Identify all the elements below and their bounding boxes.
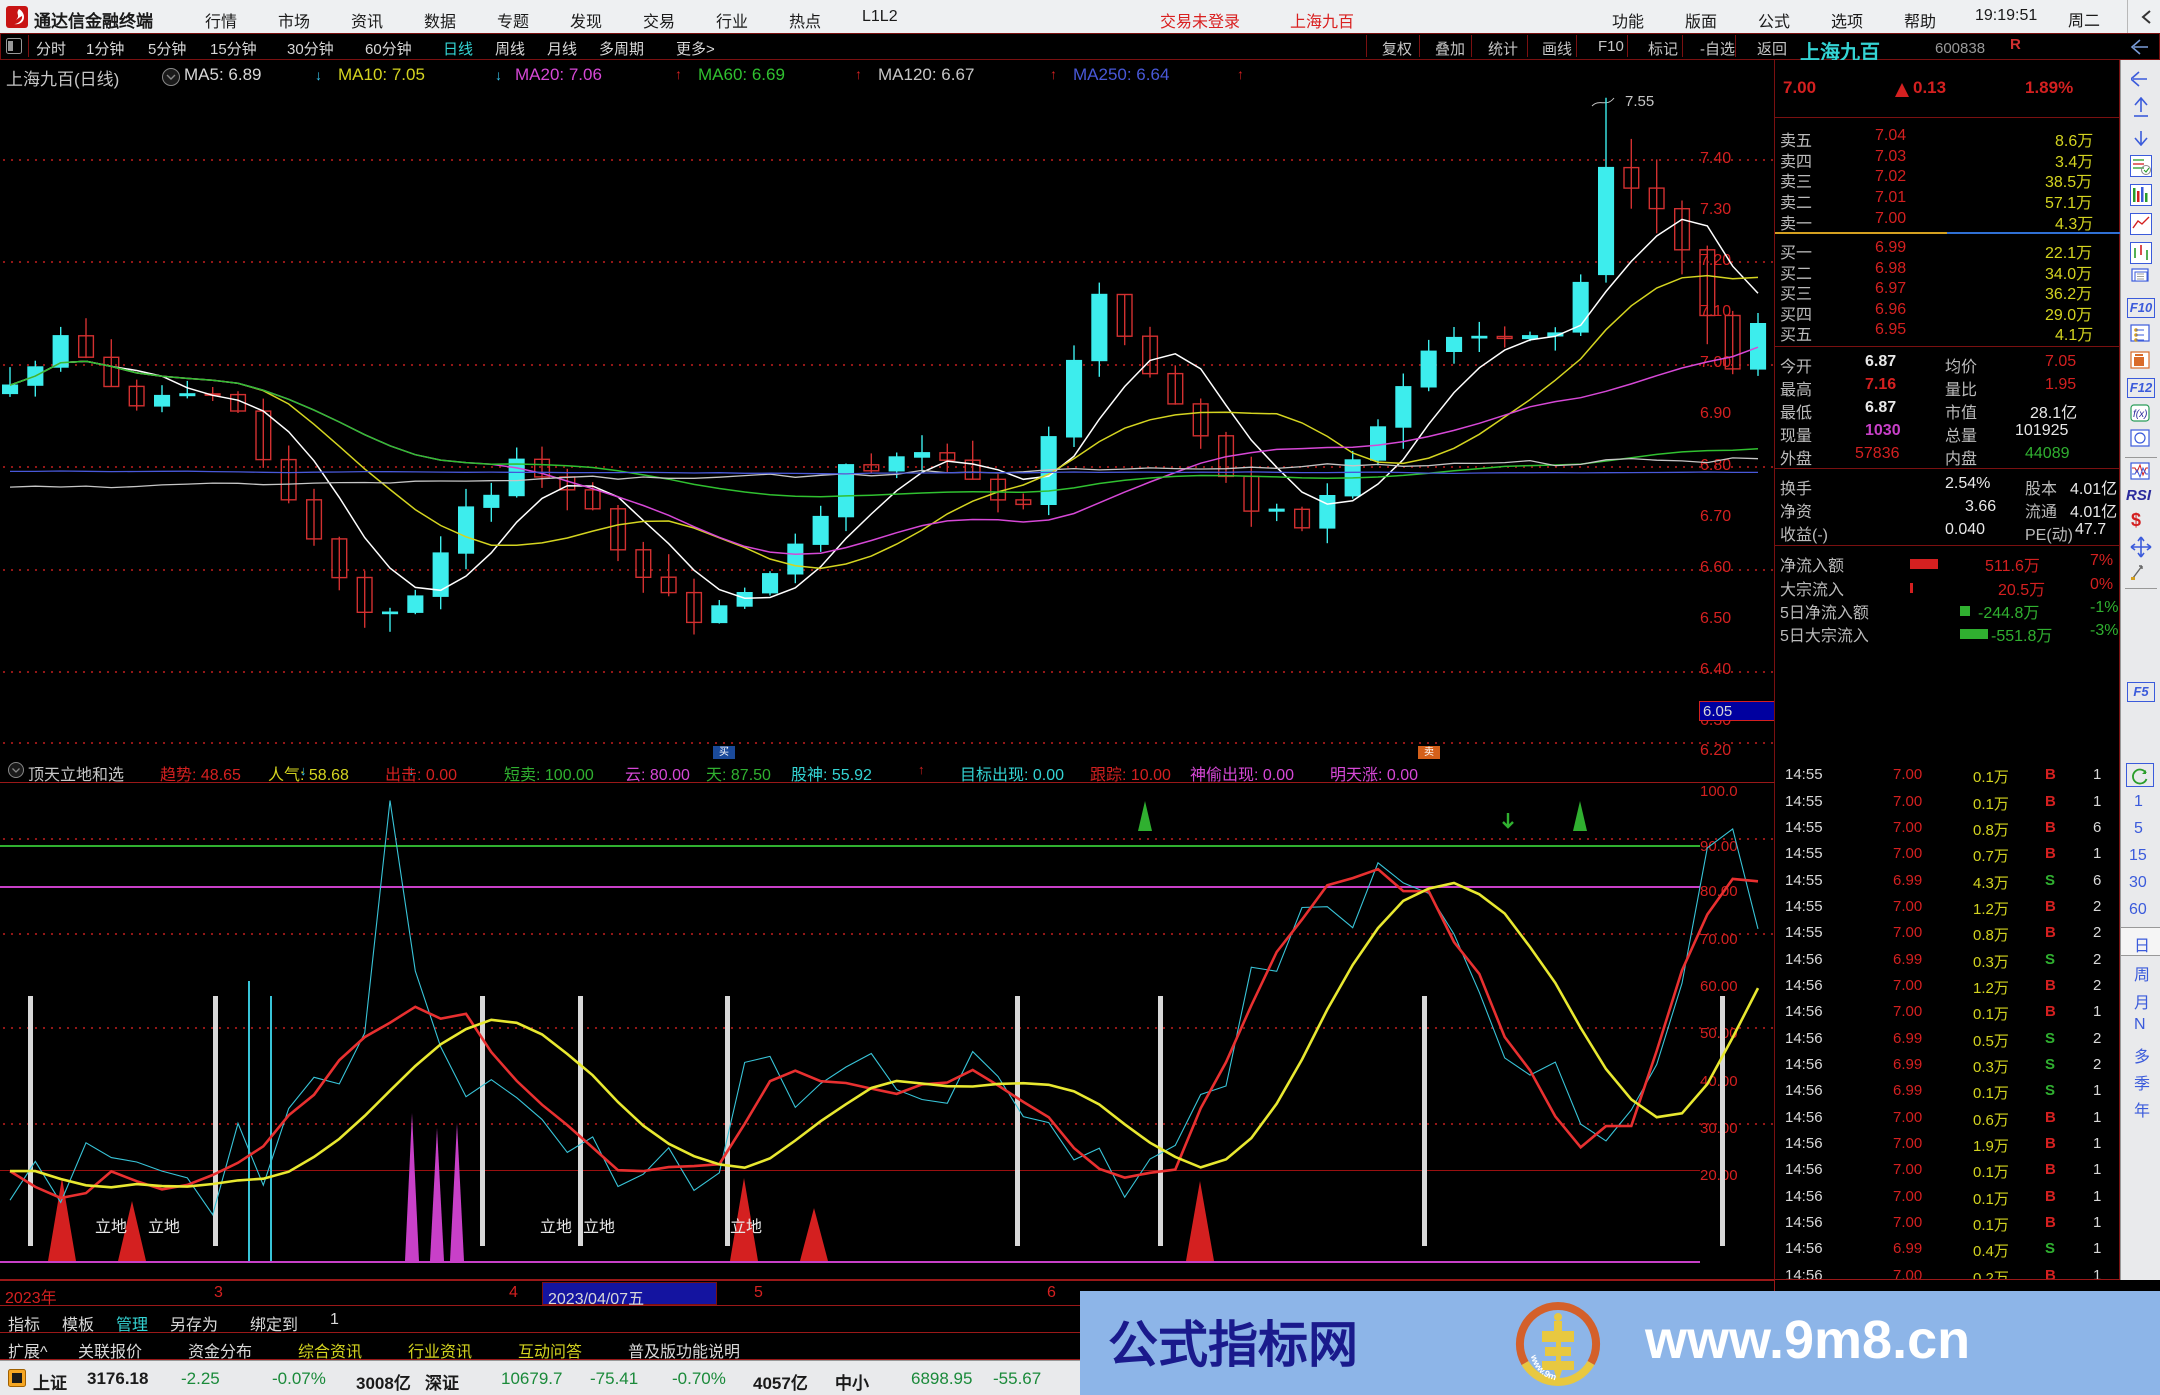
svg-text:f(x): f(x) bbox=[2133, 409, 2147, 420]
